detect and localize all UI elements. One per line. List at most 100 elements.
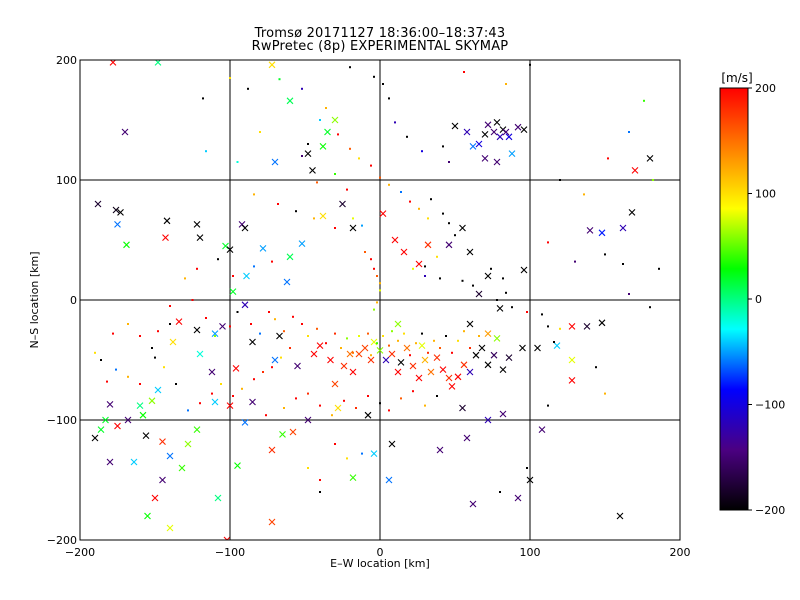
colorbar-label: [m/s] xyxy=(721,71,752,85)
point-dot xyxy=(295,397,297,400)
point-dot xyxy=(604,392,606,395)
point-dot xyxy=(400,397,402,400)
point-cross xyxy=(223,536,231,540)
point-cross xyxy=(324,128,331,136)
point-dot xyxy=(499,491,501,493)
point-cross xyxy=(619,224,627,232)
point-cross xyxy=(319,143,327,150)
point-cross xyxy=(276,332,283,340)
point-dot xyxy=(461,279,464,282)
point-dot xyxy=(334,227,336,229)
point-dot xyxy=(301,323,303,325)
point-dot xyxy=(433,339,435,342)
point-cross xyxy=(451,122,459,130)
point-dot xyxy=(418,207,420,210)
x-axis-ticks: −200 −100 0 100 200 xyxy=(65,60,691,559)
point-dot xyxy=(259,332,261,335)
point-dot xyxy=(250,323,252,325)
point-cross xyxy=(289,428,297,436)
y-axis-ticks: −200 −100 0 100 200 xyxy=(47,54,680,547)
point-dot xyxy=(307,467,309,469)
point-cross xyxy=(415,260,423,268)
point-cross xyxy=(478,344,486,352)
point-dot xyxy=(307,392,309,395)
point-dot xyxy=(268,311,270,313)
point-cross xyxy=(121,128,129,136)
point-dot xyxy=(349,66,351,69)
point-dot xyxy=(463,71,465,73)
point-dot xyxy=(394,121,396,124)
point-cross xyxy=(241,224,249,232)
point-dot xyxy=(628,293,630,295)
point-dot xyxy=(236,161,239,163)
point-dot xyxy=(217,258,219,261)
point-cross xyxy=(568,377,576,384)
x-tick-label: 100 xyxy=(520,546,541,559)
point-cross xyxy=(309,167,316,174)
point-dot xyxy=(151,347,153,349)
point-dot xyxy=(376,275,378,277)
point-dot xyxy=(526,467,528,469)
point-dot xyxy=(319,404,321,407)
point-dot xyxy=(259,131,261,133)
point-dot xyxy=(424,265,426,268)
point-cross xyxy=(349,368,357,376)
point-cross xyxy=(193,426,201,433)
point-cross xyxy=(234,462,241,469)
point-cross xyxy=(243,272,250,280)
point-dot xyxy=(211,392,213,395)
point-cross xyxy=(598,319,606,327)
point-dot xyxy=(436,255,438,258)
point-cross xyxy=(298,240,306,247)
point-dot xyxy=(127,375,129,378)
point-dot xyxy=(352,217,354,220)
point-cross xyxy=(327,356,334,364)
point-dot xyxy=(307,143,309,145)
point-dot xyxy=(337,133,339,136)
point-dot xyxy=(559,179,561,181)
point-dot xyxy=(370,164,372,167)
point-dot xyxy=(301,155,303,157)
point-dot xyxy=(505,291,507,294)
point-cross xyxy=(361,344,369,352)
y-tick-label: −200 xyxy=(47,534,77,547)
point-cross xyxy=(271,356,279,364)
point-cross xyxy=(279,431,286,438)
colorbar-ticks: 200 100 0 −100 −200 xyxy=(748,82,785,517)
point-cross xyxy=(214,494,222,502)
point-cross xyxy=(208,368,216,376)
point-cross xyxy=(106,458,114,466)
point-cross xyxy=(294,362,301,370)
point-cross xyxy=(175,318,183,325)
x-axis-label: E–W location [km] xyxy=(330,557,430,570)
x-tick-label: −100 xyxy=(215,546,245,559)
point-dot xyxy=(496,299,498,301)
point-dot xyxy=(253,193,255,196)
point-dot xyxy=(334,443,336,445)
point-cross xyxy=(505,354,513,361)
point-dot xyxy=(274,318,276,321)
point-dot xyxy=(574,260,576,263)
point-cross xyxy=(304,416,312,424)
point-dot xyxy=(313,217,315,220)
point-dot xyxy=(370,354,372,357)
chart-subtitle: RwPretec (8p) EXPERIMENTAL SKYMAP xyxy=(251,39,509,54)
point-dot xyxy=(388,344,390,347)
point-dot xyxy=(316,327,318,330)
point-dot xyxy=(445,335,447,337)
point-cross xyxy=(466,320,474,328)
point-dot xyxy=(278,78,281,81)
point-dot xyxy=(364,251,366,253)
point-cross xyxy=(339,200,346,208)
point-cross xyxy=(136,402,144,409)
point-cross xyxy=(226,246,234,253)
point-cross xyxy=(418,342,426,349)
point-cross xyxy=(394,320,402,328)
point-dot xyxy=(319,491,321,493)
point-cross xyxy=(249,338,256,346)
point-cross xyxy=(466,368,474,376)
point-cross xyxy=(271,158,279,166)
point-dot xyxy=(649,306,651,309)
point-cross xyxy=(349,474,357,481)
point-cross xyxy=(519,344,526,352)
